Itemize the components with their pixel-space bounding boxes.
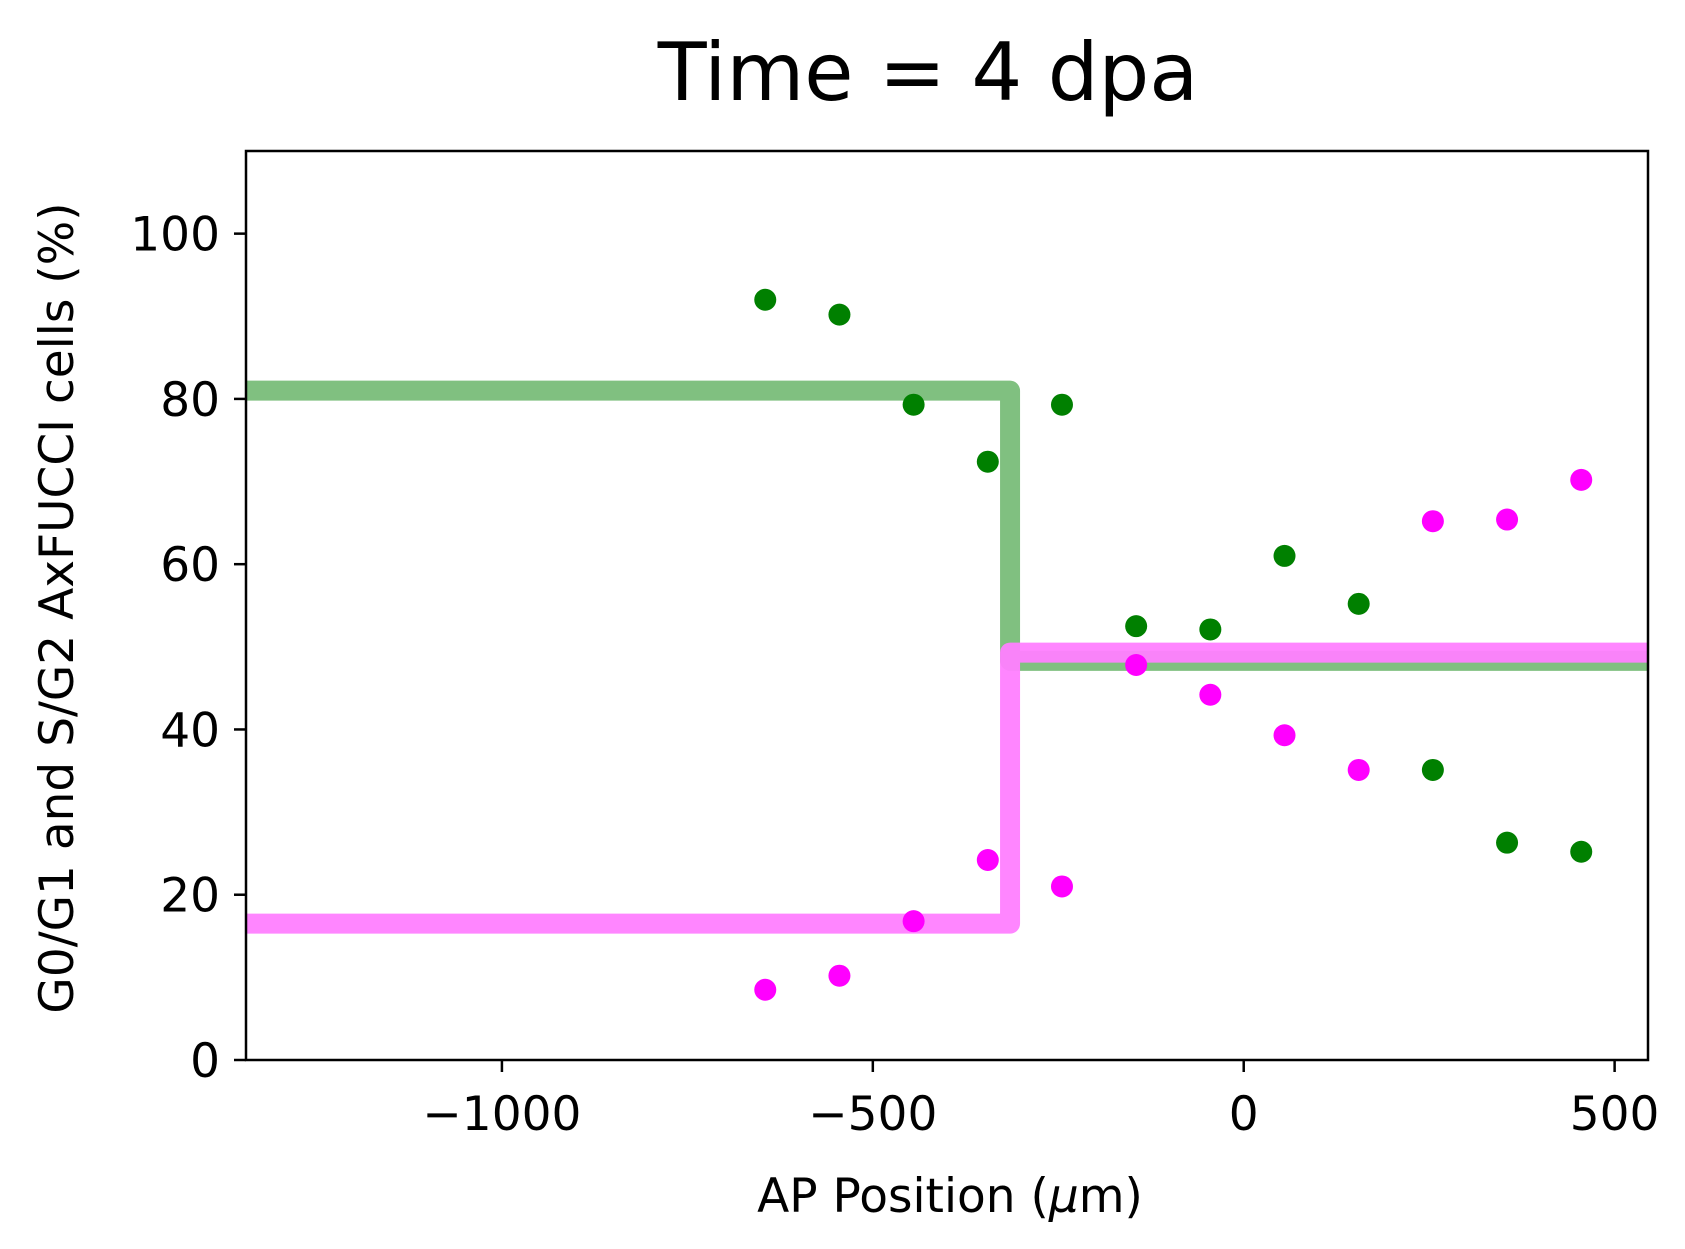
y-tick-label: 80 bbox=[160, 373, 220, 428]
g0g1-point bbox=[828, 303, 851, 326]
plot-frame bbox=[244, 149, 1650, 1062]
g0g1-point bbox=[1421, 758, 1444, 781]
g0g1-point bbox=[1347, 592, 1370, 615]
g0g1-point bbox=[1273, 544, 1296, 567]
sg2-point bbox=[1050, 875, 1073, 898]
y-tick-label: 40 bbox=[160, 703, 220, 758]
x-axis-label-tail: m) bbox=[1079, 1169, 1143, 1224]
g0g1-point bbox=[1496, 831, 1519, 854]
y-axis-label: G0/G1 and S/G2 AxFUCCI cells (%) bbox=[30, 202, 85, 1013]
chart-title: Time = 4 dpa bbox=[657, 26, 1199, 119]
sg2-point bbox=[1273, 724, 1296, 747]
x-axis-label-main: AP Position ( bbox=[757, 1169, 1049, 1224]
sg2-step-line bbox=[246, 642, 1648, 934]
g0g1-point bbox=[1199, 618, 1222, 641]
g0g1-point bbox=[754, 288, 777, 311]
plot-area bbox=[244, 149, 1650, 1062]
sg2-point bbox=[1125, 653, 1148, 676]
g0g1-point bbox=[1125, 615, 1148, 638]
sg2-point bbox=[1421, 510, 1444, 533]
sg2-point bbox=[902, 910, 925, 933]
x-tick-label: 0 bbox=[1229, 1087, 1259, 1142]
g0g1-point bbox=[976, 450, 999, 473]
x-tick-label: −500 bbox=[808, 1087, 937, 1142]
x-axis-label: AP Position (μm) bbox=[757, 1169, 1143, 1224]
data-points bbox=[754, 288, 1593, 1001]
g0g1-point bbox=[1570, 840, 1593, 863]
y-tick-label: 100 bbox=[130, 208, 220, 263]
y-tick-label: 60 bbox=[160, 538, 220, 593]
sg2-point bbox=[1347, 758, 1370, 781]
g0g1-point bbox=[1050, 393, 1073, 416]
y-axis: 0 20 40 60 80 100 bbox=[130, 208, 246, 1089]
plot-background bbox=[246, 151, 1648, 1060]
sg2-point bbox=[1199, 683, 1222, 706]
step-lines bbox=[246, 380, 1648, 934]
x-tick-label: −1000 bbox=[422, 1087, 581, 1142]
sg2-point bbox=[1496, 508, 1519, 531]
x-axis-label-unit: μ bbox=[1048, 1169, 1079, 1224]
y-tick-label: 0 bbox=[190, 1034, 220, 1089]
g0g1-point bbox=[902, 393, 925, 416]
x-tick-label: 500 bbox=[1570, 1087, 1660, 1142]
sg2-point bbox=[1570, 468, 1593, 491]
sg2-point bbox=[828, 964, 851, 987]
sg2-point bbox=[976, 849, 999, 872]
x-axis: −1000 −500 0 500 bbox=[422, 1060, 1659, 1142]
y-tick-label: 20 bbox=[160, 869, 220, 924]
sg2-point bbox=[754, 978, 777, 1001]
